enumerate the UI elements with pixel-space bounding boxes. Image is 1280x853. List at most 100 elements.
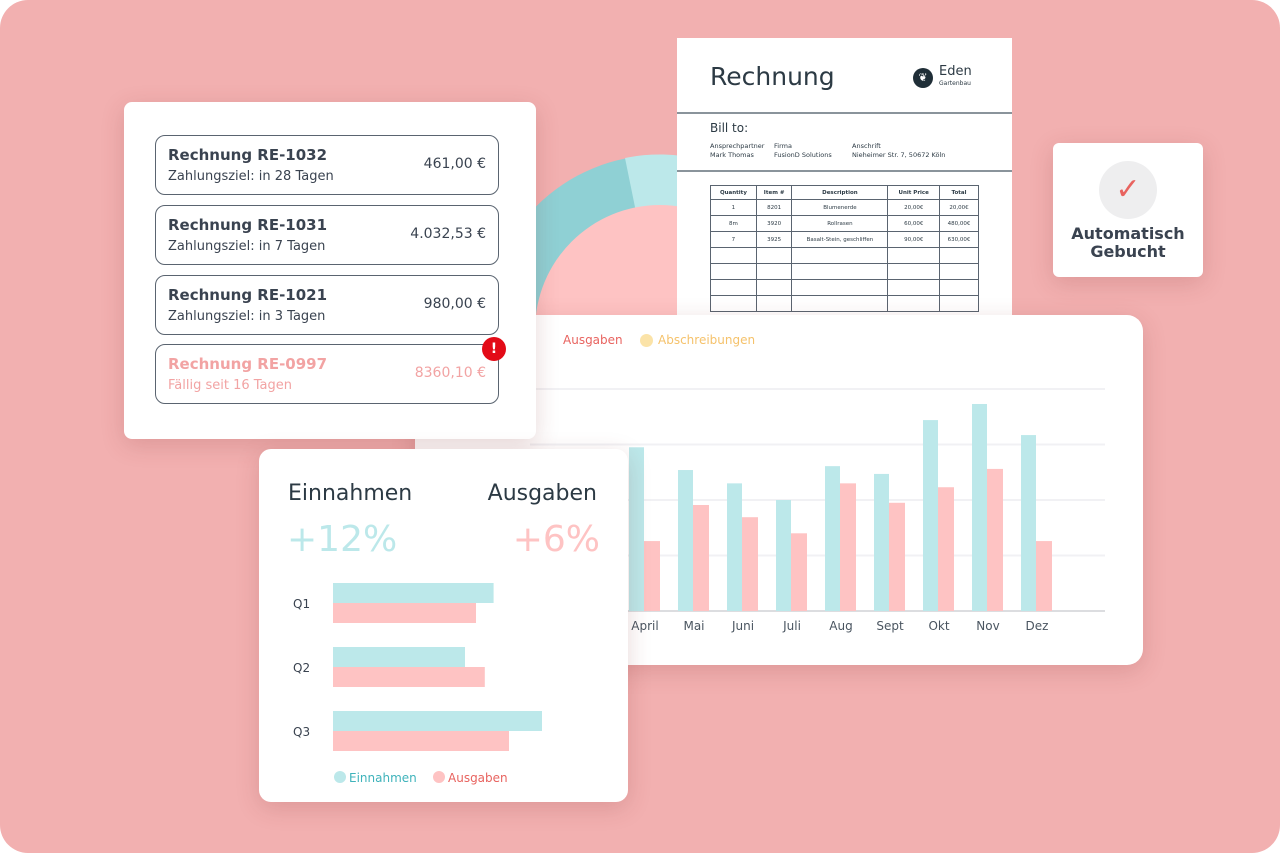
quarter-label: Q1 <box>293 597 310 611</box>
bar-einnahmen <box>1021 435 1036 611</box>
invoice-due: Fällig seit 16 Tagen <box>168 378 293 393</box>
invoice-item[interactable]: Rechnung RE-1032 Zahlungsziel: in 28 Tage… <box>155 135 499 195</box>
quarter-label: Q3 <box>293 725 310 739</box>
bar-einnahmen <box>923 420 938 611</box>
legend-dot-einnahmen <box>334 771 346 783</box>
bar-ausgaben <box>1036 541 1052 611</box>
invoice-title: Rechnung RE-0997 <box>168 355 328 373</box>
bar-ausgaben <box>333 667 485 687</box>
month-label: Juli <box>782 619 801 633</box>
legend-dot-abschreibungen <box>640 334 653 347</box>
company-value: FusionD Solutions <box>774 151 832 159</box>
cell: 8201 <box>755 199 793 216</box>
cell: Rollrasen <box>791 215 889 232</box>
invoice-item[interactable]: Rechnung RE-1021 Zahlungsziel: in 3 Tagen… <box>155 275 499 335</box>
checkmark-icon: ✓ <box>1099 161 1157 219</box>
invoice-due: Zahlungsziel: in 3 Tagen <box>168 309 326 324</box>
bar-ausgaben <box>333 731 509 751</box>
divider <box>677 112 1012 114</box>
quarterly-bar-chart: Q1 Q2 Q3 Einnahmen Ausgaben <box>293 583 542 785</box>
table-row: 7 3925 Basalt-Stein, geschliffen 90,00€ 630,… <box>710 231 979 248</box>
cell: 20,00€ <box>887 199 940 216</box>
month-label: Mai <box>683 619 704 633</box>
bar-einnahmen <box>776 500 791 611</box>
overdue-alert-icon: ! <box>482 337 506 361</box>
auto-booked-label: Automatisch <box>1071 224 1185 243</box>
contact-label: Ansprechpartner <box>710 142 765 150</box>
invoice-list-card: Rechnung RE-1032 Zahlungsziel: in 28 Tage… <box>124 102 536 439</box>
bar-einnahmen <box>972 403 987 611</box>
bar-ausgaben <box>742 517 758 611</box>
bar-einnahmen <box>333 711 542 731</box>
legend-einnahmen: Einnahmen <box>349 771 417 785</box>
logo-name: Eden <box>939 64 972 79</box>
invoice-due: Zahlungsziel: in 28 Tagen <box>168 169 334 184</box>
contact-value: Mark Thomas <box>710 151 754 159</box>
cell: 20,00€ <box>939 199 979 216</box>
month-label: Sept <box>876 619 904 633</box>
table-row-empty <box>710 295 979 312</box>
col-header: Total <box>939 185 979 200</box>
cell: 630,00€ <box>939 231 979 248</box>
cell: Blumenerde <box>791 199 889 216</box>
invoice-due: Zahlungsziel: in 7 Tagen <box>168 239 326 254</box>
col-header: Quantity <box>710 185 757 200</box>
invoice-amount: 980,00 € <box>423 296 486 312</box>
bar-einnahmen <box>825 466 840 611</box>
bar-einnahmen <box>333 647 465 667</box>
bar-einnahmen <box>629 447 644 611</box>
quarterly-summary-card: Einnahmen Ausgaben +12% +6% Q1 Q2 Q3 Einnah… <box>259 449 628 802</box>
invoice-title: Rechnung RE-1021 <box>168 286 328 304</box>
legend-abschreibungen: Abschreibungen <box>658 333 756 347</box>
bar-ausgaben <box>791 533 807 611</box>
invoice-item[interactable]: Rechnung RE-1031 Zahlungsziel: in 7 Tagen… <box>155 205 499 265</box>
table-row: 8m 3920 Rollrasen 60,00€ 480,00€ <box>710 215 979 232</box>
invoice-amount: 461,00 € <box>423 156 486 172</box>
bar-einnahmen <box>678 470 693 611</box>
line-items-table: Quantity Item # Description Unit Price Total… <box>710 185 979 312</box>
cell: 480,00€ <box>939 215 979 232</box>
divider <box>677 170 1012 172</box>
legend-ausgaben: Ausgaben <box>563 333 623 347</box>
invoice-item-overdue[interactable]: Rechnung RE-0997 Fällig seit 16 Tagen 8360… <box>155 337 506 404</box>
cell: 90,00€ <box>887 231 940 248</box>
invoice-title: Rechnung RE-1031 <box>168 216 328 234</box>
address-value: Nieheimer Str. 7, 50672 Köln <box>852 151 946 159</box>
auto-booked-card: ✓ Automatisch Gebucht <box>1053 143 1203 277</box>
cell: 3920 <box>755 215 793 232</box>
bar-einnahmen <box>874 473 889 611</box>
legend-dot-ausgaben <box>433 771 445 783</box>
cell: 3925 <box>755 231 793 248</box>
invoice-document: Rechnung ❦ Eden Gartenbau Bill to: Ansprec… <box>677 38 1012 318</box>
bar-ausgaben <box>840 483 856 611</box>
income-label: Einnahmen <box>288 481 413 506</box>
table-row-empty <box>710 263 979 280</box>
col-header: Unit Price <box>887 185 940 200</box>
logo-subtitle: Gartenbau <box>939 80 971 87</box>
month-label: Aug <box>829 619 852 633</box>
month-label: Nov <box>976 619 999 633</box>
company-label: Firma <box>774 142 792 150</box>
document-title: Rechnung <box>710 62 835 91</box>
quarter-label: Q2 <box>293 661 310 675</box>
bar-ausgaben <box>889 502 905 611</box>
invoice-title: Rechnung RE-1032 <box>168 146 328 164</box>
legend-ausgaben: Ausgaben <box>448 771 508 785</box>
bar-ausgaben <box>938 487 954 611</box>
bar-ausgaben <box>987 468 1003 611</box>
bar-ausgaben <box>693 504 709 611</box>
expense-change: +6% <box>512 519 600 560</box>
bar-einnahmen <box>727 483 742 611</box>
company-logo: ❦ Eden Gartenbau <box>913 64 972 90</box>
expense-label: Ausgaben <box>487 481 597 506</box>
cell: 60,00€ <box>887 215 940 232</box>
month-label: Okt <box>928 619 949 633</box>
income-change: +12% <box>287 519 398 560</box>
cell: 8m <box>710 215 757 232</box>
col-header: Description <box>791 185 889 200</box>
table-row: 1 8201 Blumenerde 20,00€ 20,00€ <box>710 199 979 216</box>
invoice-amount: 8360,10 € <box>414 365 486 381</box>
month-label: Dez <box>1026 619 1049 633</box>
month-label: Juni <box>731 619 754 633</box>
bar-einnahmen <box>333 583 494 603</box>
